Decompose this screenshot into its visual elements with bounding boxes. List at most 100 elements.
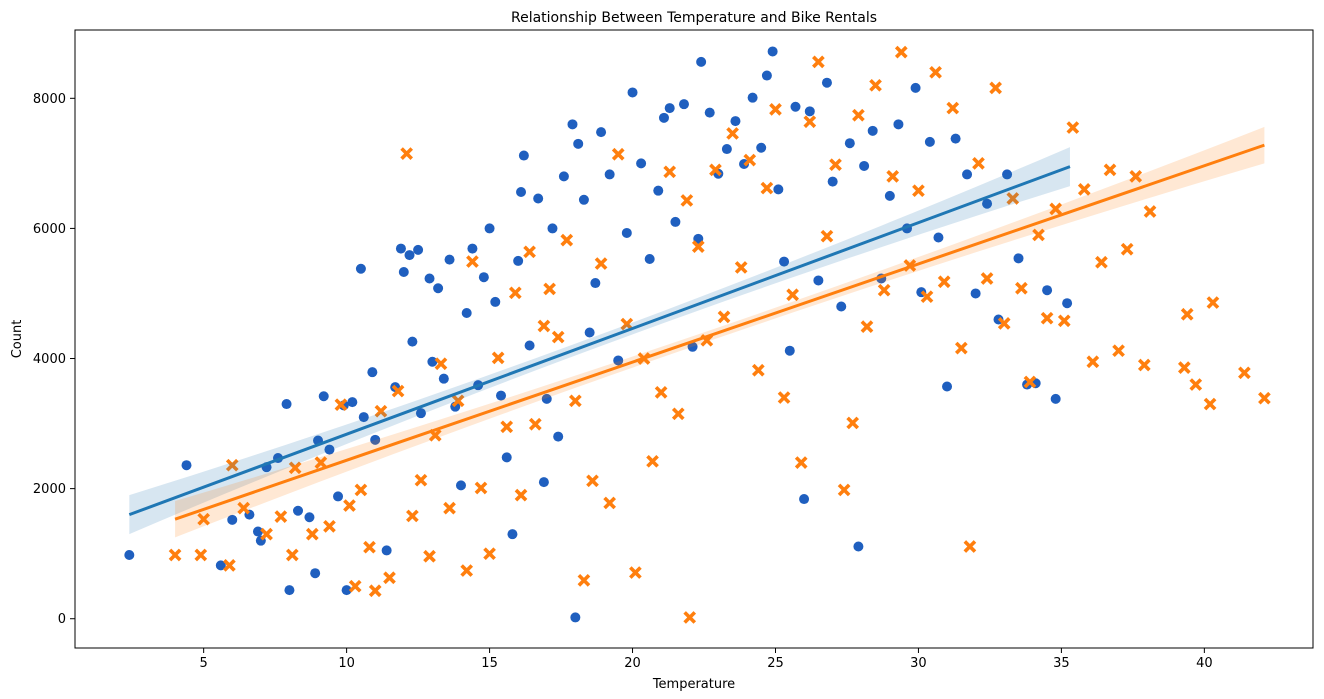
data-point	[837, 483, 851, 497]
data-point	[415, 408, 426, 419]
data-point	[310, 568, 321, 579]
data-point	[937, 275, 951, 289]
data-point	[225, 458, 239, 472]
data-point	[438, 373, 449, 384]
data-point	[434, 357, 448, 371]
data-point	[779, 256, 790, 267]
x-tick-label: 5	[200, 656, 208, 671]
data-point	[777, 391, 791, 404]
data-point	[293, 505, 304, 516]
data-point	[636, 158, 647, 169]
data-point	[274, 510, 288, 523]
data-point	[680, 194, 694, 207]
data-point	[784, 345, 795, 356]
y-axis: 0 2000 4000 6000 8000	[33, 92, 75, 627]
data-point	[1015, 281, 1028, 295]
data-point	[514, 488, 528, 502]
data-point	[1203, 397, 1217, 411]
data-point	[803, 115, 817, 129]
data-point	[314, 456, 328, 469]
data-point	[704, 107, 715, 118]
data-point	[124, 549, 135, 560]
data-point	[912, 184, 925, 198]
data-point	[168, 548, 182, 562]
data-point	[654, 385, 668, 399]
data-point	[751, 363, 765, 377]
plot-frame	[74, 29, 1314, 649]
data-point	[627, 87, 638, 98]
data-point	[734, 261, 748, 274]
data-point	[970, 288, 981, 299]
data-point	[355, 263, 366, 274]
data-point	[942, 381, 953, 392]
data-point	[1206, 296, 1220, 309]
data-point	[523, 245, 536, 259]
data-point	[773, 184, 784, 195]
data-point	[760, 181, 774, 195]
data-point	[844, 138, 855, 149]
data-point	[281, 399, 292, 410]
data-point	[570, 612, 581, 623]
data-point	[604, 169, 615, 180]
data-point	[508, 286, 522, 300]
data-point	[455, 480, 466, 491]
data-point	[989, 81, 1002, 95]
data-point	[558, 171, 569, 182]
data-point	[304, 512, 315, 523]
data-point	[997, 317, 1011, 330]
data-point	[491, 351, 505, 365]
data-point	[717, 310, 731, 324]
data-point	[924, 136, 935, 147]
data-point	[424, 273, 435, 284]
data-point	[1023, 375, 1037, 389]
data-point	[621, 227, 632, 238]
data-point	[370, 434, 381, 445]
data-point	[794, 456, 808, 469]
data-point	[644, 253, 655, 264]
data-point	[611, 147, 625, 161]
data-point	[846, 416, 860, 430]
data-point	[237, 501, 251, 515]
data-point	[551, 330, 565, 344]
data-point	[821, 77, 832, 88]
data-point	[653, 185, 664, 196]
data-point	[215, 560, 226, 571]
data-point	[813, 275, 824, 286]
data-point	[869, 78, 882, 92]
data-point	[867, 125, 878, 136]
data-point	[1112, 344, 1125, 358]
data-point	[799, 494, 810, 505]
series-2-regression-line	[174, 143, 1265, 521]
data-point	[305, 527, 319, 541]
data-point	[358, 412, 369, 423]
data-point	[1177, 361, 1191, 374]
data-point	[693, 233, 704, 244]
data-point	[537, 319, 551, 333]
data-point	[194, 548, 208, 562]
data-point	[767, 46, 778, 57]
data-point	[404, 250, 415, 261]
data-point	[260, 527, 273, 541]
data-point	[726, 127, 739, 140]
data-point	[368, 584, 382, 598]
data-point	[496, 390, 507, 401]
data-point	[460, 564, 474, 577]
data-point	[538, 477, 549, 488]
data-point	[1086, 355, 1100, 369]
data-point	[603, 496, 617, 510]
data-point	[1180, 307, 1194, 321]
data-point	[1129, 170, 1143, 183]
data-point	[962, 169, 973, 180]
data-point	[972, 157, 985, 170]
data-point	[963, 540, 977, 553]
data-point	[577, 573, 591, 587]
data-point	[929, 65, 942, 79]
data-point	[590, 278, 601, 289]
series-1-regression-line	[128, 165, 1071, 517]
data-point	[533, 193, 544, 204]
data-point	[363, 540, 376, 554]
data-point	[1013, 253, 1024, 264]
series-1-points	[124, 46, 1073, 623]
x-tick-label: 20	[624, 656, 641, 671]
data-point	[347, 397, 358, 408]
